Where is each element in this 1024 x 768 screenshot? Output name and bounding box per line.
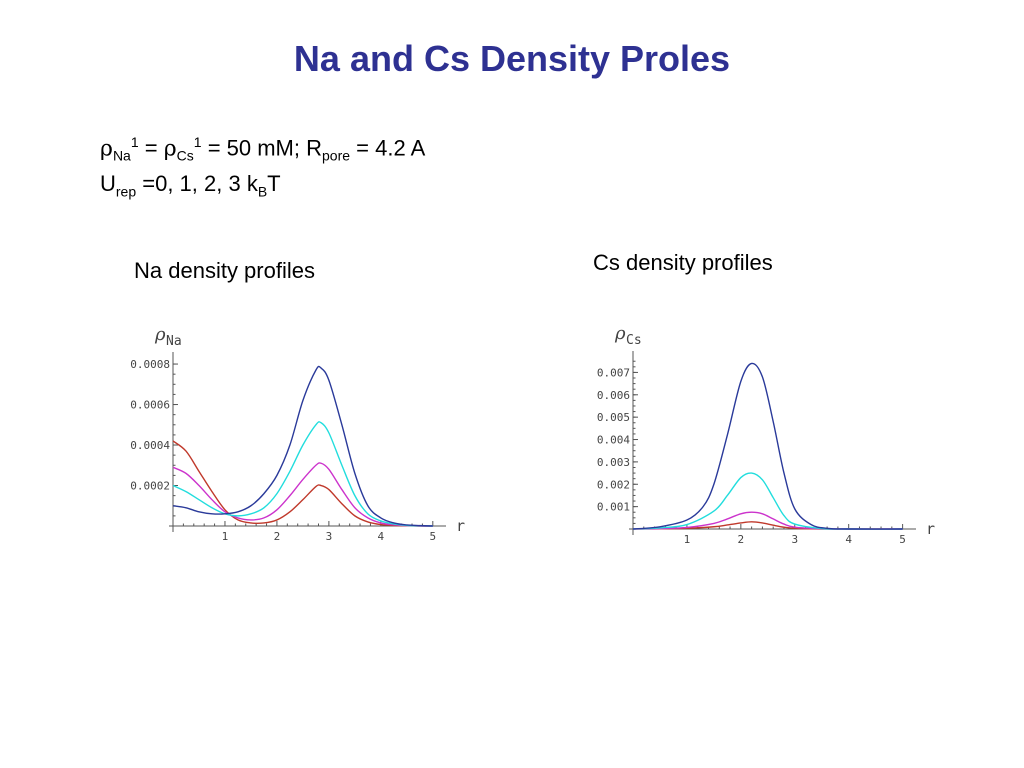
- na-subscript: Na: [112, 147, 131, 164]
- parameters-line-1: ρNa1 = ρCs1 = 50 mM; Rpore = 4.2 A: [100, 128, 425, 170]
- rho-symbol-cs: ρ: [163, 136, 177, 162]
- urep-values: =0, 1, 2, 3 k: [136, 170, 258, 196]
- na-superscript: 1: [130, 134, 139, 150]
- cs-superscript: 1: [193, 134, 202, 150]
- cs-series-blue-line: [632, 362, 903, 530]
- cs-chart-caption: Cs density profiles: [593, 250, 773, 275]
- slide-title: Na and Cs Density Proles: [293, 38, 731, 79]
- cs-x-tick-label: 3: [791, 533, 798, 546]
- na-y-tick-label: 0.0004: [130, 439, 170, 452]
- equals-text: =: [138, 135, 164, 161]
- cs-y-tick-label: 0.006: [597, 389, 630, 402]
- rep-subscript: rep: [115, 183, 137, 200]
- na-y-axis-label: ρ: [154, 324, 166, 345]
- na-series-blue-line: [172, 365, 433, 527]
- u-symbol: U: [100, 170, 116, 196]
- cs-y-tick-label: 0.003: [597, 456, 630, 469]
- cs-subscript: Cs: [176, 147, 194, 164]
- na-density-chart: 1 2 3 4 5 0.0002 0.0004 0.0006 0.0008 r ρ Na: [130, 324, 465, 543]
- na-x-tick-label: 1: [222, 530, 229, 543]
- na-x-tick-label: 3: [326, 530, 333, 543]
- na-series-magenta-line: [172, 462, 433, 527]
- pore-subscript: pore: [322, 147, 351, 164]
- na-x-tick-label: 5: [429, 530, 436, 543]
- na-x-tick-label: 4: [378, 530, 385, 543]
- cs-y-tick-label: 0.002: [597, 478, 630, 491]
- cs-x-axis-label: r: [926, 520, 935, 538]
- cs-density-chart: 1 2 3 4 5 0.001 0.002 0.003 0.004 0.005 0.006 0.007…: [597, 323, 935, 546]
- cs-y-tick-label: 0.005: [597, 411, 630, 424]
- cs-x-tick-label: 2: [738, 533, 745, 546]
- cs-x-tick-label: 1: [684, 533, 691, 546]
- na-y-tick-label: 0.0002: [130, 480, 170, 493]
- cs-y-tick-label: 0.007: [597, 366, 630, 379]
- pore-radius-text: = 4.2 A: [350, 135, 426, 161]
- cs-x-tick-label: 4: [845, 533, 852, 546]
- na-series-cyan-line: [172, 421, 433, 527]
- b-subscript: B: [257, 183, 268, 200]
- na-chart-caption: Na density profiles: [134, 258, 315, 283]
- na-y-tick-label: 0.0006: [130, 399, 170, 412]
- cs-y-axis-label-subscript: Cs: [626, 333, 642, 348]
- na-x-tick-label: 2: [274, 530, 281, 543]
- cs-y-tick-label: 0.004: [597, 434, 630, 447]
- na-y-tick-label: 0.0008: [130, 358, 170, 371]
- t-symbol: T: [267, 170, 281, 196]
- cs-y-tick-label: 0.001: [597, 501, 630, 514]
- na-series-red-line: [172, 440, 433, 527]
- concentration-text: = 50 mM; R: [201, 135, 322, 161]
- na-x-axis-label: r: [456, 517, 465, 535]
- cs-y-axis-label: ρ: [614, 323, 626, 344]
- parameters-line-2: Urep =0, 1, 2, 3 kBT: [100, 170, 425, 205]
- parameters-text: ρNa1 = ρCs1 = 50 mM; Rpore = 4.2 A Urep …: [100, 128, 425, 205]
- cs-x-tick-label: 5: [899, 533, 906, 546]
- rho-symbol: ρ: [100, 136, 113, 162]
- na-y-axis-label-subscript: Na: [166, 334, 182, 349]
- cs-series-cyan-line: [632, 472, 903, 530]
